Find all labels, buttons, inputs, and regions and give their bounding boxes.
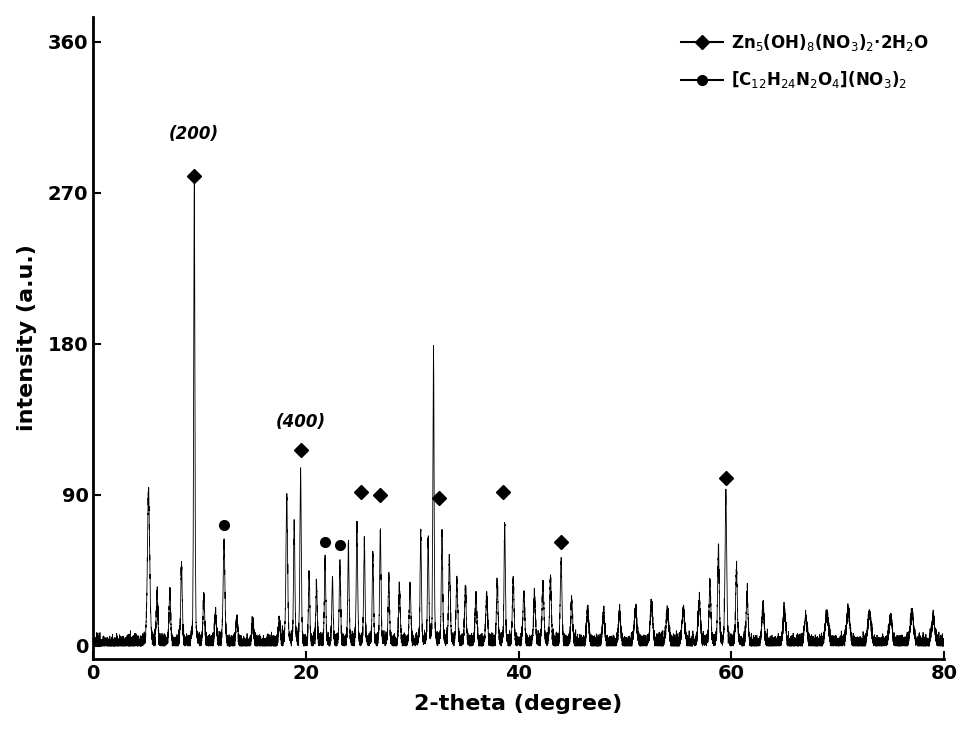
- Legend: Zn$_5$(OH)$_8$(NO$_3$)$_2$·2H$_2$O, [C$_{12}$H$_{24}$N$_2$O$_4$](NO$_3$)$_2$: Zn$_5$(OH)$_8$(NO$_3$)$_2$·2H$_2$O, [C$_…: [674, 25, 935, 97]
- Text: (200): (200): [169, 124, 219, 143]
- Y-axis label: intensity (a.u.): intensity (a.u.): [17, 245, 37, 431]
- X-axis label: 2-theta (degree): 2-theta (degree): [414, 694, 622, 714]
- Text: (400): (400): [276, 413, 325, 431]
